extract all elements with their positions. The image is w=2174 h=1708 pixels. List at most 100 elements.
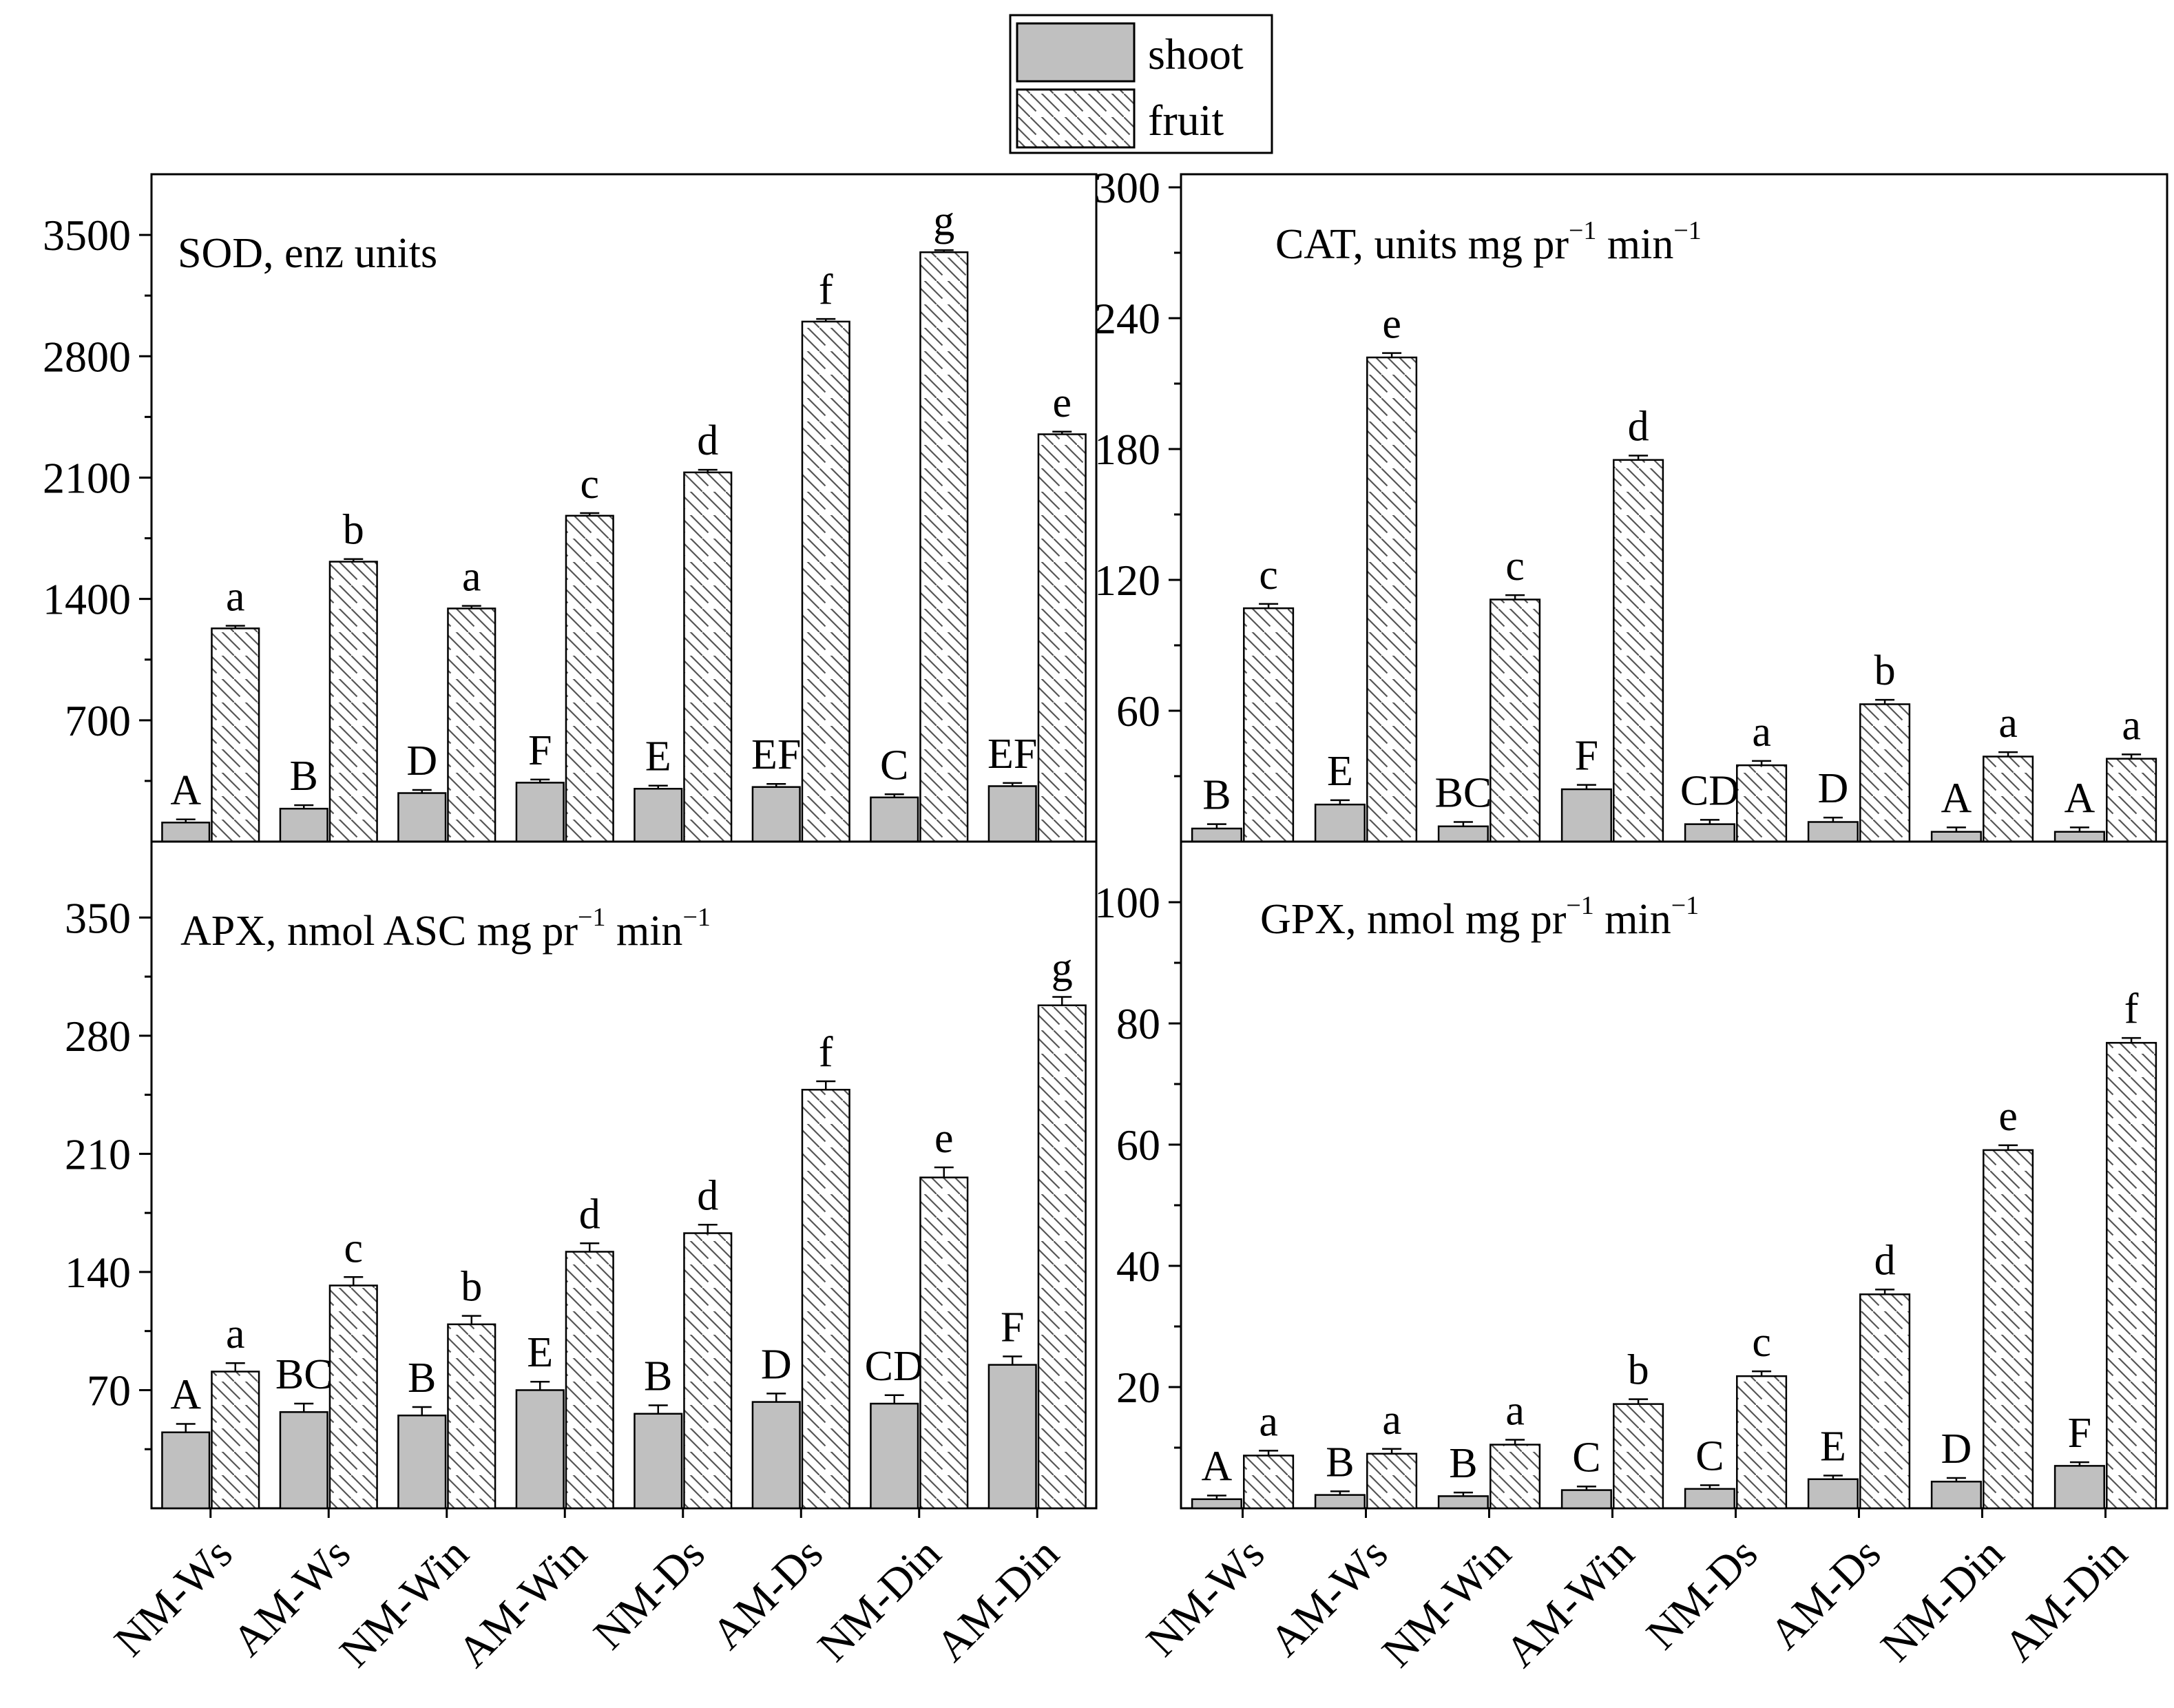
y-tick-label: 80 xyxy=(1116,999,1160,1048)
bar-fruit-AM-Din xyxy=(1037,1004,1087,1510)
panel-sod: 700 1400 2100 2800 3500 SOD, enz units A B D F E EF… xyxy=(43,173,1098,843)
significance-label: d xyxy=(579,1191,600,1238)
significance-label: F xyxy=(528,727,552,774)
significance-label: e xyxy=(1998,1093,2018,1140)
bar-shoot-AM-Din xyxy=(987,1364,1037,1510)
significance-label: a xyxy=(1998,700,2018,747)
bar-fruit-AM-Ds xyxy=(1859,703,1911,843)
panel-frame xyxy=(1180,173,2168,843)
x-category-label: AM-Ds xyxy=(1760,1529,1890,1658)
significance-label: D xyxy=(761,1341,792,1388)
legend-swatch-fruit xyxy=(1016,88,1136,149)
significance-label: b xyxy=(1628,1347,1649,1394)
y-tick-label: 3500 xyxy=(43,211,131,260)
significance-label: B xyxy=(644,1353,672,1400)
bar-shoot-NM-Din xyxy=(870,1402,919,1510)
bar-fruit-AM-Ws xyxy=(1366,356,1418,843)
x-category-label: NM-Win xyxy=(1372,1529,1520,1676)
significance-label: b xyxy=(461,1264,482,1311)
bar-shoot-NM-Ws xyxy=(1191,1498,1242,1510)
bar-shoot-AM-Ws xyxy=(279,1411,328,1510)
bar-fruit-NM-Ws xyxy=(1243,607,1295,843)
bar-fruit-NM-Ws xyxy=(1243,1455,1295,1510)
significance-label: e xyxy=(1052,379,1072,426)
bar-shoot-NM-Ds xyxy=(1684,1488,1735,1510)
significance-label: a xyxy=(226,574,245,621)
bar-fruit-AM-Ws xyxy=(1366,1452,1418,1510)
y-tick-label: 40 xyxy=(1116,1242,1160,1291)
significance-label: c xyxy=(344,1225,363,1271)
x-category-label: NM-Ws xyxy=(105,1529,242,1666)
y-tick-label: 280 xyxy=(65,1012,131,1061)
significance-label: B xyxy=(1326,1439,1354,1486)
significance-label: a xyxy=(1382,1397,1401,1444)
panel-title: CAT, units mg pr−1 min−1 xyxy=(1275,216,1702,268)
x-category-label: NM-Din xyxy=(1871,1529,2013,1671)
significance-label: F xyxy=(2068,1410,2091,1457)
significance-label: e xyxy=(934,1115,954,1162)
significance-label: c xyxy=(1752,1319,1771,1366)
bar-shoot-NM-Ws xyxy=(161,822,211,843)
bar-shoot-AM-Win xyxy=(515,1389,565,1510)
significance-label: C xyxy=(880,742,908,789)
significance-label: CD xyxy=(1680,767,1739,814)
bar-shoot-NM-Win xyxy=(397,792,447,843)
y-tick-label: 100 xyxy=(1094,878,1160,927)
significance-label: EF xyxy=(987,731,1037,778)
bar-shoot-AM-Ws xyxy=(279,807,328,843)
significance-label: F xyxy=(1575,733,1598,780)
y-tick-label: 180 xyxy=(1094,425,1160,474)
bar-shoot-AM-Din xyxy=(987,785,1037,843)
significance-label: C xyxy=(1695,1433,1724,1480)
x-category-label: NM-Ws xyxy=(1137,1529,1274,1666)
bar-fruit-NM-Din xyxy=(1983,1149,2034,1510)
significance-label: D xyxy=(1818,765,1849,812)
bar-shoot-AM-Win xyxy=(1560,788,1612,843)
significance-label: f xyxy=(2124,986,2139,1032)
bar-fruit-AM-Win xyxy=(565,514,614,843)
bar-fruit-NM-Win xyxy=(1490,1444,1541,1510)
bar-fruit-NM-Ds xyxy=(1736,1375,1788,1510)
bar-shoot-NM-Din xyxy=(870,796,919,843)
bar-shoot-NM-Ds xyxy=(634,1413,683,1510)
significance-label: a xyxy=(1752,709,1771,756)
significance-label: D xyxy=(406,738,437,784)
x-category-label: AM-Win xyxy=(1496,1529,1643,1676)
significance-label: D xyxy=(1941,1426,1972,1472)
bar-fruit-AM-Din xyxy=(2106,1041,2157,1510)
bar-shoot-AM-Ds xyxy=(751,786,801,843)
significance-label: a xyxy=(1505,1388,1525,1435)
significance-label: A xyxy=(1202,1444,1233,1490)
bar-shoot-AM-Win xyxy=(515,782,565,843)
significance-label: g xyxy=(933,198,954,244)
significance-label: EF xyxy=(751,731,801,778)
bar-fruit-NM-Ws xyxy=(211,627,260,843)
significance-label: B xyxy=(1449,1440,1477,1487)
y-tick-label: 140 xyxy=(65,1248,131,1297)
x-category-label: AM-Din xyxy=(926,1529,1068,1671)
significance-label: A xyxy=(1941,775,1972,822)
y-tick-label: 240 xyxy=(1094,294,1160,343)
bar-fruit-AM-Din xyxy=(2106,758,2157,843)
bar-fruit-AM-Win xyxy=(1613,459,1664,843)
significance-label: c xyxy=(1259,552,1278,598)
y-tick-label: 60 xyxy=(1116,687,1160,736)
significance-label: E xyxy=(527,1329,553,1376)
bar-fruit-NM-Din xyxy=(1983,756,2034,843)
panel-apx: 70 140 210 280 350 APX, nmol ASC mg pr−1 min−… xyxy=(65,840,1098,1676)
legend: shoot fruit xyxy=(1009,14,1273,154)
panel-frame xyxy=(1180,840,2168,1510)
bar-fruit-NM-Ds xyxy=(1736,764,1788,843)
x-category-label: NM-Ds xyxy=(584,1529,713,1658)
significance-label: f xyxy=(819,267,833,313)
bar-shoot-AM-Win xyxy=(1560,1489,1612,1510)
bar-shoot-NM-Win xyxy=(1437,1495,1489,1510)
x-category-label: NM-Din xyxy=(808,1529,950,1671)
bar-shoot-NM-Ds xyxy=(1684,823,1735,843)
significance-label: E xyxy=(1820,1423,1846,1470)
panel-frame xyxy=(150,840,1098,1510)
bar-fruit-NM-Ds xyxy=(683,471,733,843)
significance-label: e xyxy=(1382,301,1401,348)
y-tick-label: 700 xyxy=(65,696,131,745)
